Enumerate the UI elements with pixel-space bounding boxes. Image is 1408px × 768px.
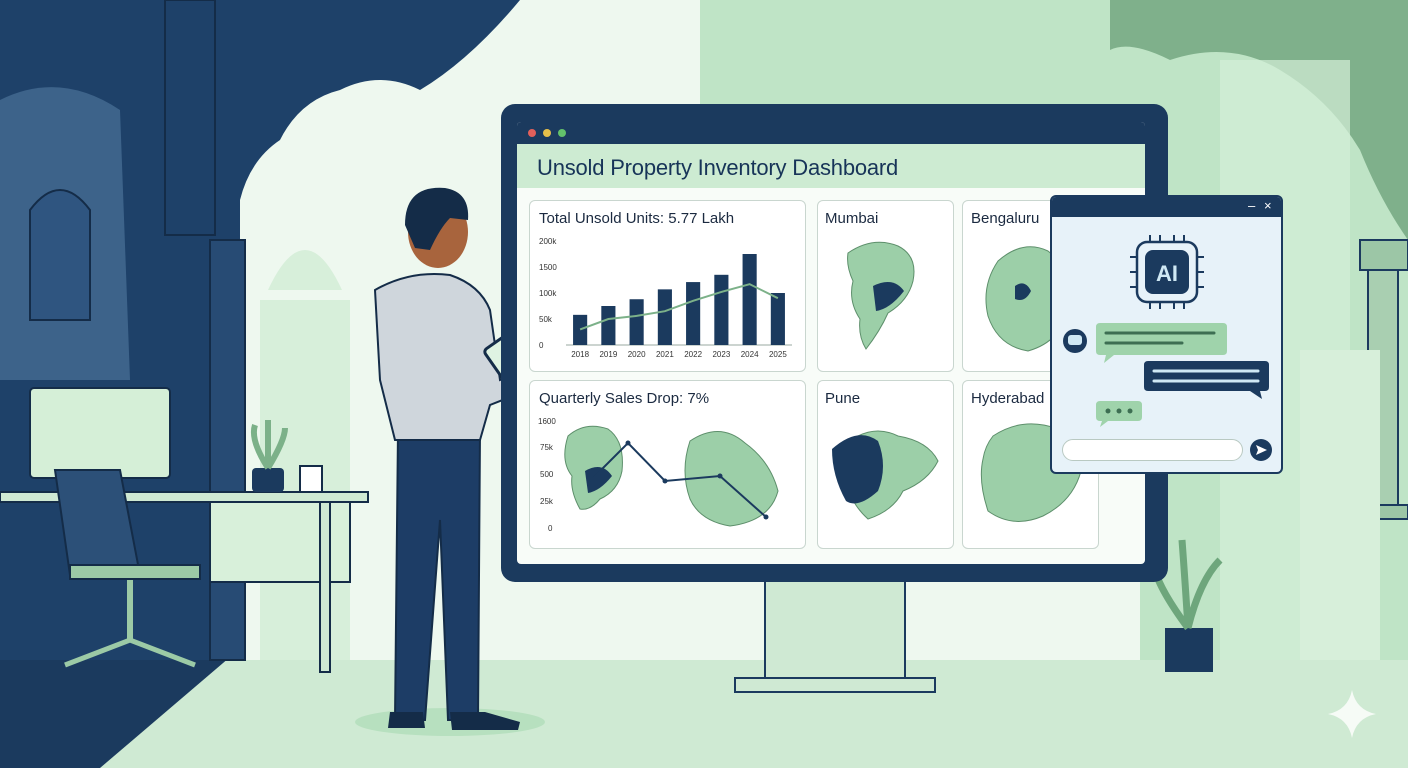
bar	[770, 293, 785, 345]
y-tick-label: 50k	[539, 315, 553, 324]
city-name: Hyderabad	[971, 390, 1045, 407]
y-tick-label: 500	[540, 470, 554, 479]
bar	[686, 282, 701, 345]
y-tick-label: 0	[548, 524, 553, 533]
x-tick-label: 2018	[571, 350, 589, 359]
dashboard-screen: Unsold Property Inventory Dashboard Tota…	[517, 122, 1145, 564]
browser-titlebar	[517, 122, 1145, 144]
bar	[742, 254, 757, 345]
trend-point	[662, 478, 668, 484]
typing-indicator-bubble	[1096, 401, 1142, 427]
city-card-mumbai[interactable]: Mumbai	[817, 200, 954, 372]
total-unsold-title: Total Unsold Units: 5.77 Lakh	[539, 210, 735, 227]
send-button[interactable]	[1250, 439, 1272, 461]
bot-avatar-icon	[1063, 329, 1087, 353]
total-unsold-card[interactable]: Total Unsold Units: 5.77 Lakh 200k 1500 10…	[529, 200, 806, 372]
city-card-pune[interactable]: Pune	[817, 380, 954, 549]
typing-dot	[1105, 408, 1111, 414]
trend-point	[625, 440, 631, 446]
x-tick-label: 2023	[712, 350, 730, 359]
city-name: Bengaluru	[971, 210, 1040, 227]
y-tick-label: 0	[539, 341, 544, 350]
ai-badge-text: AI	[1156, 261, 1178, 286]
close-dot-icon[interactable]	[528, 129, 536, 137]
x-tick-label: 2024	[741, 350, 759, 359]
x-tick-label: 2020	[628, 350, 646, 359]
x-tick-label: 2022	[684, 350, 702, 359]
map-region	[684, 431, 779, 527]
map-highlight	[585, 467, 612, 493]
typing-dot	[1127, 408, 1133, 414]
minimize-icon[interactable]: –	[1248, 198, 1256, 213]
maximize-dot-icon[interactable]	[558, 129, 566, 137]
mumbai-map	[847, 241, 915, 350]
chat-illustration: AI	[1063, 235, 1269, 427]
y-tick-label: 1500	[539, 263, 557, 272]
y-tick-label: 100k	[539, 289, 557, 298]
x-tick-label: 2019	[599, 350, 617, 359]
dashboard-header	[517, 144, 1145, 188]
bar	[573, 314, 588, 345]
map-highlight	[832, 435, 883, 504]
sales-drop-map-chart	[564, 425, 779, 527]
quarterly-sales-title: Quarterly Sales Drop: 7%	[539, 390, 710, 407]
pune-map	[832, 430, 939, 520]
city-name: Mumbai	[825, 210, 879, 227]
city-name: Pune	[825, 390, 861, 407]
bar	[629, 299, 644, 345]
unsold-units-bar-chart: 200k 1500 100k 50k 0 2018 2019 2020 2021 2022 2023…	[539, 237, 792, 359]
ai-chip-icon	[1130, 235, 1204, 309]
minimize-dot-icon[interactable]	[543, 129, 551, 137]
bar	[601, 306, 616, 345]
chat-input[interactable]	[1062, 439, 1243, 461]
typing-dot	[1116, 408, 1122, 414]
y-tick-label: 75k	[540, 443, 553, 452]
chat-titlebar: – ×	[1052, 197, 1281, 217]
dashboard-title: Unsold Property Inventory Dashboard	[537, 155, 899, 180]
y-tick-label: 1600	[538, 417, 556, 426]
close-icon[interactable]: ×	[1264, 198, 1272, 213]
bar	[714, 274, 729, 345]
x-tick-label: 2021	[656, 350, 674, 359]
map-highlight	[873, 282, 904, 311]
send-icon	[1256, 445, 1267, 455]
ai-chat-window[interactable]: – × AI	[1050, 195, 1283, 474]
trend-line	[579, 283, 779, 331]
trend-point	[763, 514, 769, 520]
map-highlight	[1015, 283, 1031, 300]
y-tick-label: 200k	[539, 237, 557, 246]
trend-point	[717, 473, 723, 479]
y-tick-label: 25k	[540, 497, 553, 506]
bar	[657, 289, 672, 345]
x-tick-label: 2025	[769, 350, 787, 359]
quarterly-sales-card[interactable]: Quarterly Sales Drop: 7% 1600 75k 500 25…	[529, 380, 806, 549]
